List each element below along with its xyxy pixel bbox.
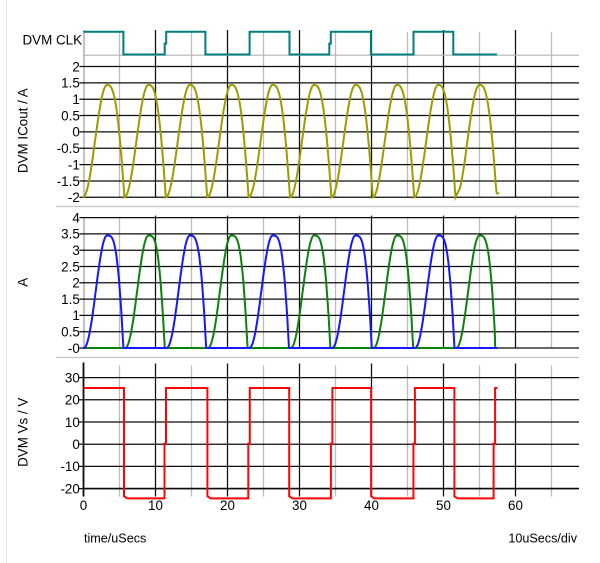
svg-text:-0.5: -0.5: [57, 141, 80, 156]
svg-text:10: 10: [148, 498, 163, 513]
svg-text:50: 50: [436, 498, 451, 513]
svg-text:-2: -2: [68, 190, 80, 205]
svg-text:DVM CLK: DVM CLK: [22, 32, 82, 47]
svg-text:DVM ICout / A: DVM ICout / A: [16, 88, 31, 173]
svg-text:-1.5: -1.5: [57, 174, 80, 189]
svg-text:3: 3: [72, 243, 79, 258]
svg-text:10: 10: [65, 415, 80, 430]
svg-text:-1: -1: [68, 157, 80, 172]
svg-text:1.5: 1.5: [61, 76, 80, 91]
svg-text:0: 0: [72, 125, 79, 140]
svg-text:DVM Vs / V: DVM Vs / V: [16, 398, 31, 467]
svg-text:0.5: 0.5: [61, 325, 80, 340]
svg-text:time/uSecs: time/uSecs: [84, 532, 146, 546]
svg-text:4: 4: [72, 210, 80, 225]
svg-text:2: 2: [72, 276, 79, 291]
svg-text:10uSecs/div: 10uSecs/div: [508, 532, 577, 546]
svg-text:30: 30: [292, 498, 307, 513]
svg-text:3.5: 3.5: [61, 227, 80, 242]
svg-text:0.5: 0.5: [61, 108, 80, 123]
svg-text:2: 2: [72, 59, 79, 74]
svg-text:20: 20: [65, 393, 80, 408]
svg-text:1: 1: [72, 308, 79, 323]
svg-text:A: A: [16, 278, 31, 287]
svg-text:0: 0: [72, 437, 79, 452]
svg-text:1.5: 1.5: [61, 292, 80, 307]
svg-text:60: 60: [508, 498, 523, 513]
svg-text:1: 1: [72, 92, 79, 107]
svg-text:20: 20: [220, 498, 235, 513]
svg-text:0: 0: [80, 498, 87, 513]
svg-text:40: 40: [364, 498, 379, 513]
svg-text:-20: -20: [60, 481, 79, 496]
svg-text:-0: -0: [68, 341, 80, 356]
svg-text:-10: -10: [60, 459, 79, 474]
svg-text:30: 30: [65, 370, 80, 385]
svg-text:2.5: 2.5: [61, 259, 80, 274]
